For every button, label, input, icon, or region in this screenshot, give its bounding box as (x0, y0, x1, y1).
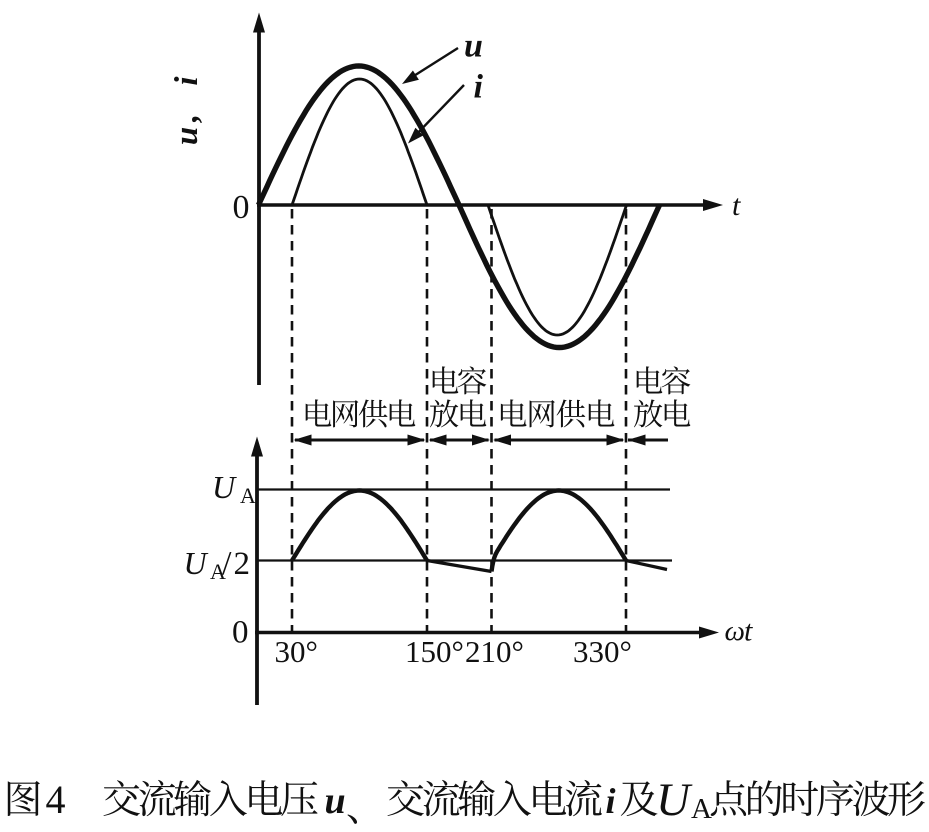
svg-text:0: 0 (232, 615, 249, 651)
svg-text:t: t (732, 189, 741, 222)
svg-text:u: u (169, 127, 205, 145)
svg-text:U: U (212, 469, 237, 505)
svg-text:u: u (325, 780, 346, 822)
svg-text:i: i (169, 76, 205, 86)
svg-text:t: t (744, 615, 753, 648)
svg-text:A: A (691, 793, 712, 825)
svg-text:i: i (474, 69, 484, 106)
svg-text:/: / (222, 545, 232, 582)
svg-text:i: i (606, 781, 616, 821)
svg-text:A: A (240, 483, 256, 508)
svg-text:2: 2 (234, 546, 251, 582)
svg-text:U: U (656, 774, 693, 826)
svg-text:ω: ω (725, 615, 745, 647)
svg-text:0: 0 (233, 189, 250, 226)
svg-text:A: A (210, 559, 226, 584)
svg-text:,: , (169, 114, 205, 123)
svg-text:30°: 30° (275, 634, 318, 669)
svg-text:150°: 150° (405, 634, 464, 669)
svg-text:u: u (464, 27, 483, 64)
svg-text:U: U (184, 545, 209, 581)
svg-text:4: 4 (46, 777, 66, 822)
svg-text:210°: 210° (465, 634, 524, 669)
svg-text:330°: 330° (573, 634, 632, 669)
